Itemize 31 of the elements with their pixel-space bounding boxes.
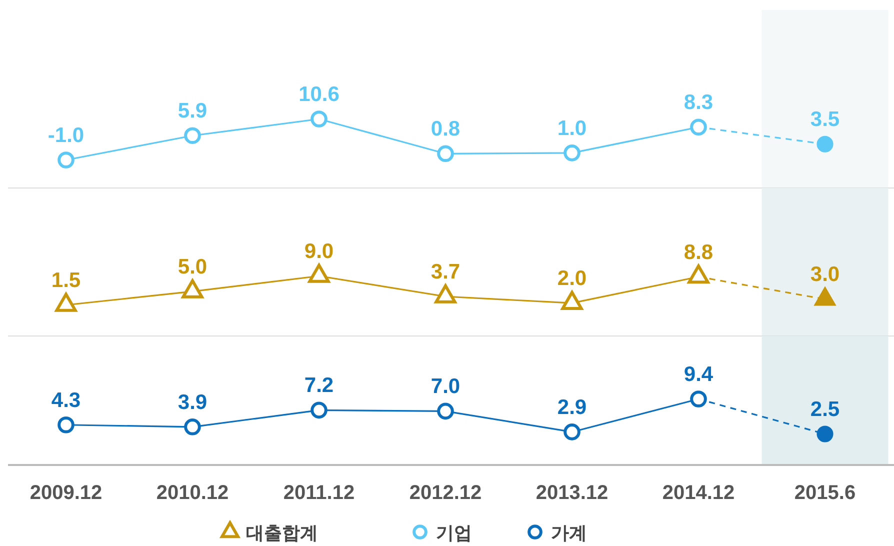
data-label: 4.3 [51,388,81,412]
data-label: 7.0 [430,375,460,398]
data-label: 7.2 [304,374,334,398]
x-tick-label: 2009.12 [30,482,102,504]
data-label: 1.0 [557,116,587,140]
data-label: 9.4 [684,363,714,386]
x-tick-label: 2013.12 [536,482,608,504]
data-label: 3.0 [810,263,840,286]
x-tick-label: 2010.12 [156,482,229,504]
data-label: 2.0 [557,267,587,290]
data-label: 5.0 [178,255,208,278]
x-tick-label: 2015.6 [794,482,856,504]
legend-label: 가계 [551,523,587,543]
data-label: 1.5 [51,269,81,292]
x-tick-label: 2011.12 [283,482,355,504]
data-label: 9.0 [304,240,334,263]
x-tick-label: 2012.12 [409,482,482,504]
x-tick-label: 2014.12 [662,482,735,504]
data-label: 3.9 [178,390,208,414]
data-label: 5.9 [178,100,208,123]
data-label: -1.0 [48,124,84,147]
data-label: 8.3 [684,91,714,114]
legend-label: 대출합계 [246,523,318,543]
data-label: 2.9 [557,396,587,419]
data-label: 3.7 [430,260,460,284]
data-label: 10.6 [298,83,340,106]
data-label: 0.8 [430,118,460,141]
legend-label: 기업 [436,523,472,543]
data-label: 8.8 [684,240,714,264]
data-label: 3.5 [810,108,840,132]
data-label: 2.5 [810,398,840,421]
